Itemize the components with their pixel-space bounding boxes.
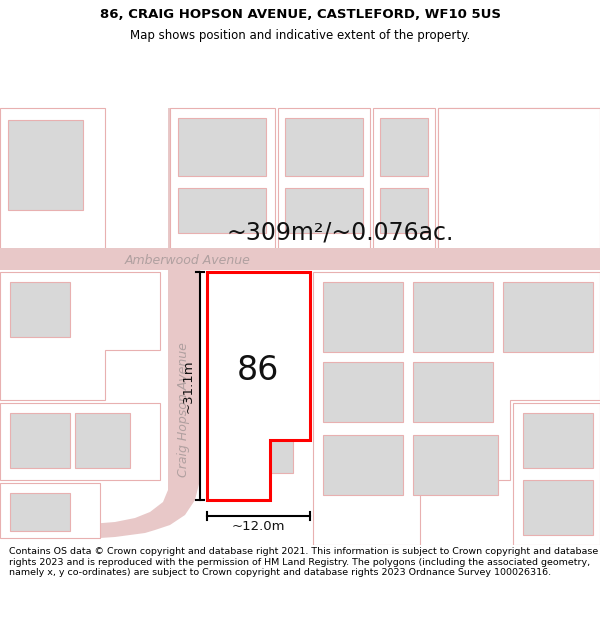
Bar bbox=[218, 418, 293, 473]
Polygon shape bbox=[0, 108, 200, 538]
Text: ~309m²/~0.076ac.: ~309m²/~0.076ac. bbox=[226, 220, 454, 244]
Text: ~12.0m: ~12.0m bbox=[231, 521, 285, 534]
Polygon shape bbox=[0, 483, 100, 538]
Bar bbox=[10, 413, 70, 468]
Text: 86: 86 bbox=[237, 354, 279, 386]
Bar bbox=[323, 362, 403, 422]
Bar bbox=[285, 188, 363, 233]
Text: Amberwood Avenue: Amberwood Avenue bbox=[125, 254, 251, 266]
Text: Contains OS data © Crown copyright and database right 2021. This information is : Contains OS data © Crown copyright and d… bbox=[9, 548, 598, 578]
Polygon shape bbox=[373, 108, 435, 250]
Polygon shape bbox=[170, 108, 275, 250]
Text: Craig Hopson Avenue: Craig Hopson Avenue bbox=[176, 342, 190, 478]
Bar bbox=[525, 118, 593, 198]
Bar bbox=[413, 282, 493, 352]
Text: Map shows position and indicative extent of the property.: Map shows position and indicative extent… bbox=[130, 29, 470, 42]
Bar bbox=[10, 493, 70, 531]
Bar bbox=[380, 188, 428, 233]
Bar bbox=[523, 480, 593, 535]
Polygon shape bbox=[0, 403, 160, 480]
Polygon shape bbox=[207, 272, 310, 500]
Bar bbox=[8, 120, 83, 210]
Polygon shape bbox=[278, 108, 370, 250]
Bar bbox=[323, 435, 403, 495]
Bar bbox=[10, 282, 70, 337]
Bar bbox=[218, 305, 293, 410]
Bar bbox=[75, 413, 130, 468]
Polygon shape bbox=[438, 108, 600, 250]
Bar bbox=[323, 282, 403, 352]
Bar bbox=[178, 188, 266, 233]
Polygon shape bbox=[438, 108, 600, 250]
Bar bbox=[0, 248, 600, 270]
Bar bbox=[523, 413, 593, 468]
Bar bbox=[413, 362, 493, 422]
Bar bbox=[413, 435, 498, 495]
Bar bbox=[285, 118, 363, 176]
Polygon shape bbox=[0, 108, 105, 250]
Polygon shape bbox=[513, 403, 600, 545]
Polygon shape bbox=[313, 272, 600, 545]
Text: ~31.1m: ~31.1m bbox=[182, 359, 194, 413]
Bar bbox=[380, 118, 428, 176]
Bar bbox=[448, 118, 516, 198]
Bar bbox=[178, 118, 266, 176]
Text: 86, CRAIG HOPSON AVENUE, CASTLEFORD, WF10 5US: 86, CRAIG HOPSON AVENUE, CASTLEFORD, WF1… bbox=[100, 8, 500, 21]
Bar bbox=[503, 282, 593, 352]
Polygon shape bbox=[0, 272, 160, 400]
